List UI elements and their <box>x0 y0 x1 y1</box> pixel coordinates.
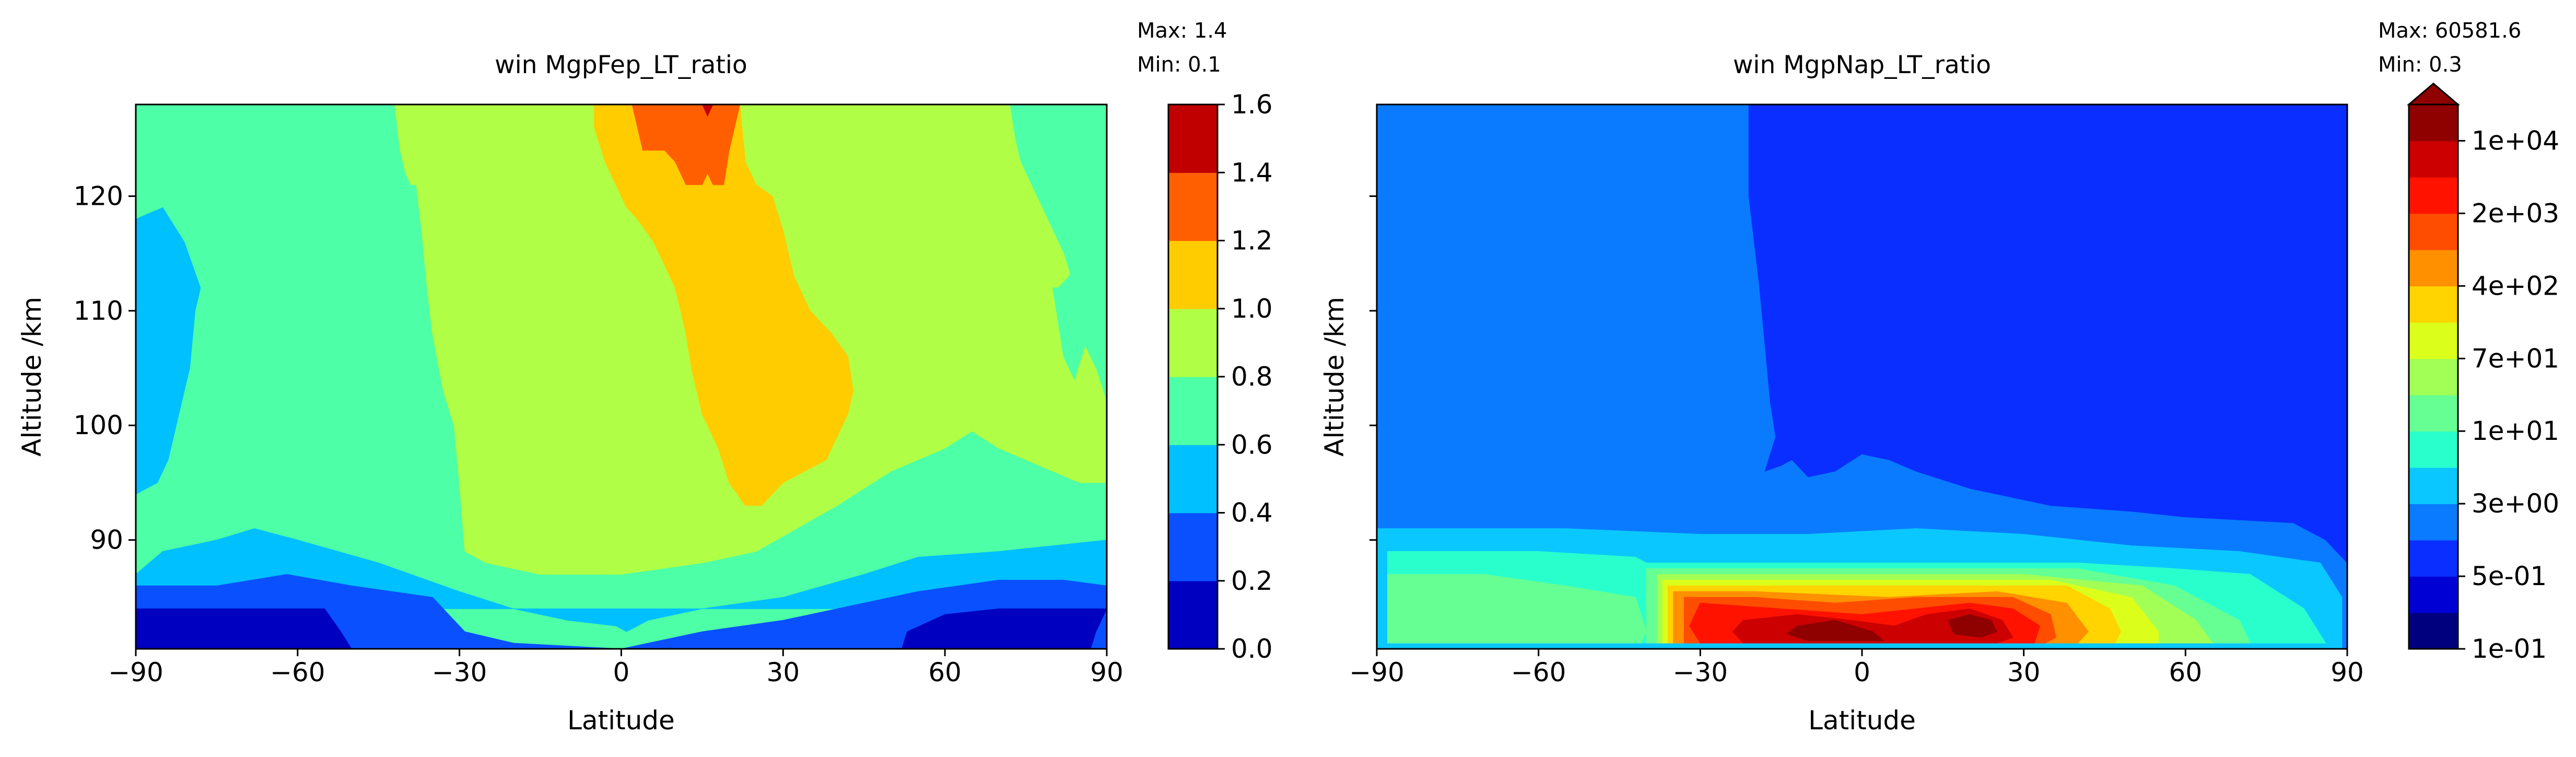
right-panel: win MgpNap_LT_ratio Max: 60581.6 Min: 0.… <box>1319 19 2559 736</box>
colorbar-tick-label: 4e+02 <box>2472 271 2559 301</box>
y-tick-label: 120 <box>74 181 123 211</box>
right-x-axis-label: Latitude <box>1808 705 1916 736</box>
left-colorbar: 0.0 0.2 0.4 0.6 0.8 1.0 1.2 1.4 1.6 <box>1167 89 1273 664</box>
right-y-axis-label: Altitude /km <box>1319 297 1350 457</box>
left-contour-region <box>701 104 713 117</box>
colorbar-band <box>1168 580 1217 649</box>
colorbar-tick-label: 7e+01 <box>2472 343 2559 374</box>
colorbar-band <box>2409 467 2458 504</box>
colorbar-frame <box>2408 103 2459 650</box>
left-contour-region <box>594 104 854 506</box>
x-tick-label: 90 <box>1090 657 1123 688</box>
x-tick-label: 30 <box>2007 657 2041 688</box>
colorbar-band <box>1168 104 1217 173</box>
colorbar-band <box>2409 431 2458 468</box>
left-y-axis-label: Altitude /km <box>17 297 47 457</box>
colorbar-band <box>1168 377 1217 446</box>
left-contour-region <box>631 104 741 185</box>
left-chart-title: win MgpFep_LT_ratio <box>495 51 747 79</box>
x-tick-label: 0 <box>1854 657 1870 688</box>
right-colorbar: 1e-01 5e-01 3e+00 1e+01 7e+01 4e+02 2e+03 1e+04 <box>2406 83 2559 664</box>
right-chart-title: win MgpNap_LT_ratio <box>1733 51 1991 79</box>
colorbar-band <box>2409 213 2458 250</box>
colorbar-band <box>2409 358 2458 395</box>
colorbar-band <box>2409 540 2458 577</box>
x-tick-label: −30 <box>1673 657 1728 688</box>
colorbar-tick-label: 1e+04 <box>2472 125 2559 156</box>
colorbar-band <box>1168 445 1217 514</box>
colorbar-band <box>2409 141 2458 178</box>
colorbar-tick-label: 0.2 <box>1231 566 1273 596</box>
x-tick-label: −60 <box>270 657 325 688</box>
colorbar-tick-label: 2e+03 <box>2472 198 2559 228</box>
colorbar-band <box>1168 513 1217 581</box>
left-contour-region <box>136 574 1107 649</box>
colorbar-tick-label: 5e-01 <box>2472 561 2547 591</box>
colorbar-band <box>1168 308 1217 377</box>
colorbar-band <box>2409 104 2458 142</box>
colorbar-tick-label: 1e+01 <box>2472 416 2559 446</box>
colorbar-tick-label: 3e+00 <box>2472 488 2559 519</box>
left-x-ticks: −90 −60 −30 0 30 60 90 <box>108 649 1123 688</box>
colorbar-tick-label: 1.0 <box>1231 294 1273 324</box>
colorbar-band <box>1168 172 1217 241</box>
right-min-label: Min: 0.3 <box>2378 53 2462 77</box>
y-tick-label: 110 <box>74 296 123 326</box>
x-tick-label: 60 <box>2169 657 2203 688</box>
left-min-label: Min: 0.1 <box>1137 53 1221 77</box>
colorbar-band <box>2409 249 2458 287</box>
right-y-ticks <box>1369 195 1377 541</box>
right-contour-fill <box>1377 104 2347 649</box>
colorbar-band <box>2409 612 2458 649</box>
colorbar-tick-label: 1.4 <box>1231 157 1273 188</box>
left-y-ticks: 90 100 110 120 <box>74 181 136 555</box>
colorbar-band <box>2409 576 2458 613</box>
left-contour-region <box>136 608 352 649</box>
x-tick-label: 60 <box>928 657 962 688</box>
x-tick-label: 90 <box>2331 657 2364 688</box>
colorbar-tick-label: 0.6 <box>1231 429 1273 460</box>
right-contour-region <box>1748 104 2347 564</box>
colorbar-band <box>2409 286 2458 323</box>
x-tick-label: −60 <box>1511 657 1566 688</box>
right-contour-region <box>1387 574 1647 644</box>
left-contour-region <box>136 207 201 495</box>
left-contour-region <box>901 608 1107 649</box>
right-contour-region <box>1948 614 1997 638</box>
left-contour-region <box>1052 230 1107 380</box>
right-contour-region <box>1786 620 1884 642</box>
colorbar-tick-label: 1.6 <box>1231 89 1273 120</box>
colorbar-band <box>2409 394 2458 432</box>
left-x-axis-label: Latitude <box>567 705 675 736</box>
x-tick-label: −30 <box>432 657 487 688</box>
colorbar-band <box>2409 504 2458 541</box>
x-tick-label: −90 <box>1349 657 1404 688</box>
colorbar-tick-label: 0.4 <box>1231 498 1273 528</box>
left-max-label: Max: 1.4 <box>1137 19 1227 43</box>
y-tick-label: 90 <box>90 525 123 555</box>
colorbar-tick-label: 0.0 <box>1231 634 1273 664</box>
colorbar-band <box>2409 322 2458 359</box>
right-max-label: Max: 60581.6 <box>2378 19 2521 43</box>
colorbar-extend-arrow <box>2406 83 2461 106</box>
colorbar-band <box>2409 177 2458 214</box>
left-contour-fill <box>136 104 1107 649</box>
right-x-ticks: −90 −60 −30 0 30 60 90 <box>1349 649 2364 688</box>
left-panel: win MgpFep_LT_ratio Max: 1.4 Min: 0.1 La… <box>17 19 1273 736</box>
colorbar-band <box>1168 240 1217 309</box>
colorbar-tick-label: 1.2 <box>1231 226 1273 256</box>
y-tick-label: 100 <box>74 410 123 440</box>
colorbar-tick-label: 0.8 <box>1231 362 1273 392</box>
x-tick-label: 0 <box>613 657 630 688</box>
x-tick-label: −90 <box>108 657 163 688</box>
colorbar-tick-label: 1e-01 <box>2472 634 2547 664</box>
x-tick-label: 30 <box>767 657 800 688</box>
